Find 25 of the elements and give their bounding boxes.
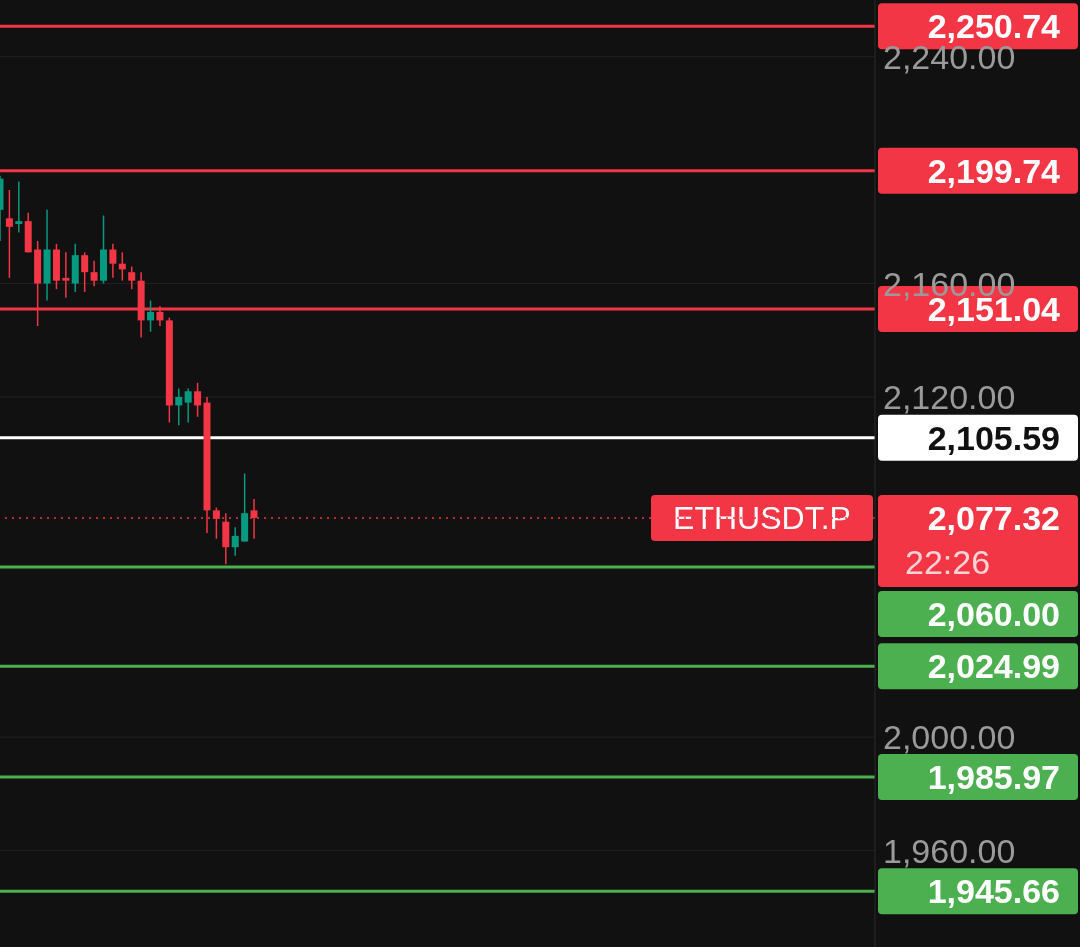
ref-line-label: 2,024.99 — [927, 647, 1060, 686]
candlestick — [147, 299, 155, 333]
candlestick — [194, 382, 202, 418]
candlestick — [231, 526, 239, 557]
y-tick-label: 2,120.00 — [883, 378, 1016, 417]
ref-line-label: 2,105.59 — [927, 418, 1060, 457]
candlestick — [128, 265, 136, 290]
candlestick — [5, 189, 13, 279]
candlestick — [175, 387, 183, 427]
candlestick — [62, 251, 70, 299]
text: 22:26 — [905, 542, 991, 581]
ref-line-label: 1,945.66 — [927, 872, 1060, 911]
annotation: ETHUSDT.P — [673, 499, 851, 536]
y-tick-label: 2,000.00 — [883, 718, 1016, 757]
candlestick — [15, 180, 23, 234]
candlestick — [90, 260, 98, 288]
candlestick — [109, 243, 117, 279]
ref-line-label: 2,077.32 — [927, 498, 1060, 537]
candlestick — [212, 506, 220, 540]
y-tick-label: 1,960.00 — [883, 831, 1016, 870]
ref-line-label: 2,060.00 — [927, 594, 1060, 633]
candlestick — [184, 387, 192, 424]
ref-line-label: 1,985.97 — [927, 757, 1060, 796]
candlestick — [81, 251, 89, 293]
ref-line-label: 2,199.74 — [927, 151, 1061, 190]
